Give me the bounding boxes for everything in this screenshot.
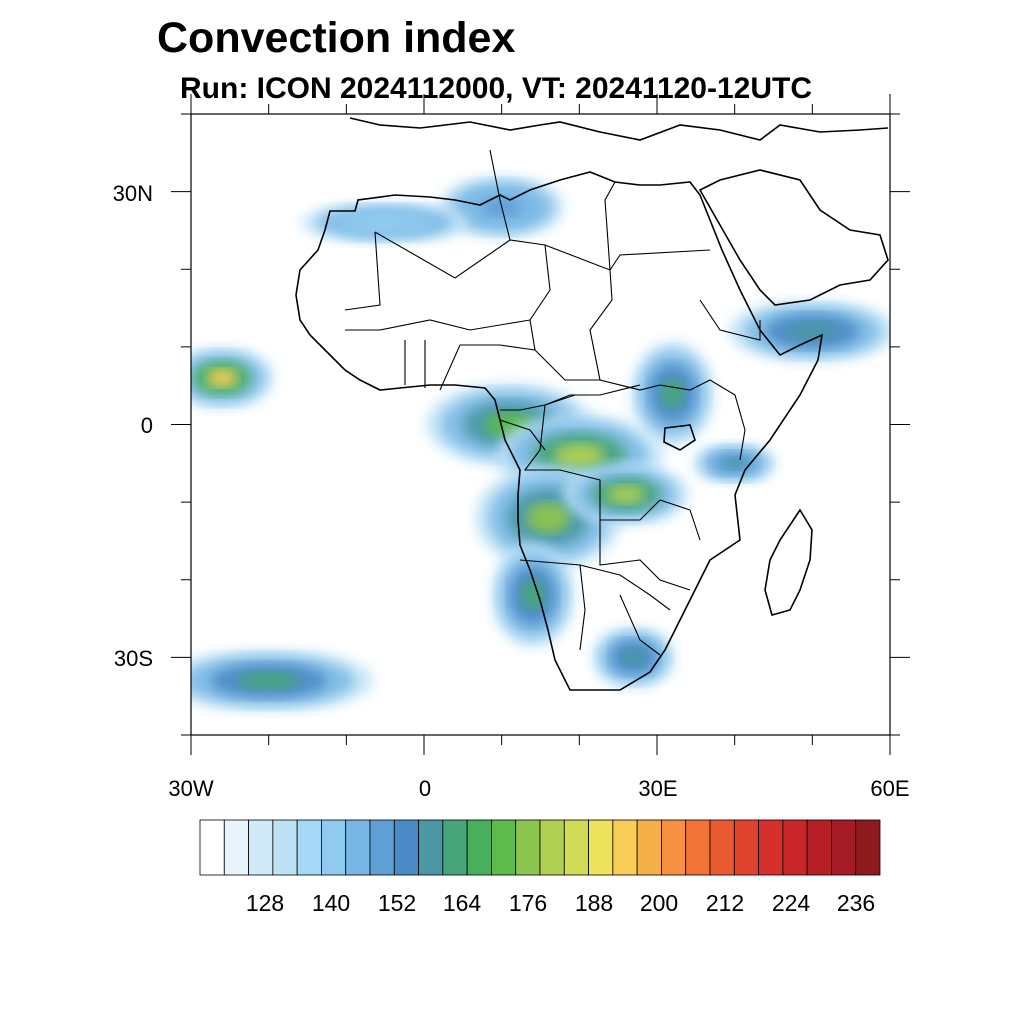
colorbar-swatch [272,819,298,876]
lon-label-30w: 30W [168,776,214,801]
field-region [722,457,748,470]
colorbar-swatch [321,819,347,876]
colorbar-swatch [733,819,759,876]
field-region [621,648,647,667]
colorbar-swatch [588,819,614,876]
colorbar-label: 200 [639,890,679,916]
colorbar-label: 212 [705,890,745,916]
field-regions [191,175,890,713]
colorbar-swatch [393,819,419,876]
lon-label-30e: 30E [638,776,678,801]
colorbar-label: 236 [836,890,876,916]
field-region [360,216,411,229]
colorbar-swatch [515,819,541,876]
colorbar-label: 152 [377,890,417,916]
lon-label-0: 0 [418,776,432,801]
colorbar-swatch [563,819,589,876]
africa-coastline [295,171,824,691]
lat-label-0: 0 [140,413,153,438]
map-subtitle: Run: ICON 2024112000, VT: 20241120-12UTC [180,72,813,105]
colorbar-swatch [418,819,444,876]
field-region [787,322,838,341]
colorbar-swatch [466,819,492,876]
madagascar-coastline [764,508,813,616]
europe-coastline [349,117,889,141]
colorbar-swatch [296,819,322,876]
colorbar-swatch [199,819,225,876]
colorbar-swatch [758,819,784,876]
field-region [526,502,571,534]
map-title: Convection index [157,14,516,62]
field-region [520,579,546,611]
colorbar-swatch [442,819,468,876]
colorbar-swatch [491,819,517,876]
colorbar-label: 188 [574,890,614,916]
colorbar-swatch [782,819,808,876]
colorbar [199,819,881,876]
colorbar-swatch [248,819,274,876]
arabia-coastline [698,169,889,306]
colorbar-swatch [661,819,687,876]
lat-label-30n: 30N [112,181,153,206]
colorbar-swatch [223,819,249,876]
field-region [554,443,605,468]
country-borders [344,149,761,656]
colorbar-label: 176 [508,890,548,916]
axis-ticks [171,94,910,755]
colorbar-swatch [612,819,638,876]
colorbar-swatch [709,819,735,876]
colorbar-label: 140 [311,890,351,916]
lat-label-30s: 30S [113,646,153,671]
coastlines [295,117,889,691]
convection-field [191,175,890,713]
field-region [237,671,300,690]
field-region [206,368,238,388]
colorbar-swatch [855,819,881,876]
colorbar-swatch [369,819,395,876]
colorbar-label: 224 [771,890,811,916]
lake-victoria [663,424,696,451]
field-region [607,485,645,504]
field-region [660,377,685,409]
colorbar-swatch [685,819,711,876]
lon-label-60e: 60E [870,776,910,801]
colorbar-swatch [345,819,371,876]
colorbar-swatch [636,819,662,876]
colorbar-label: 164 [442,890,482,916]
colorbar-swatch [806,819,832,876]
colorbar-label: 128 [245,890,285,916]
colorbar-swatch [539,819,565,876]
colorbar-swatch [831,819,857,876]
